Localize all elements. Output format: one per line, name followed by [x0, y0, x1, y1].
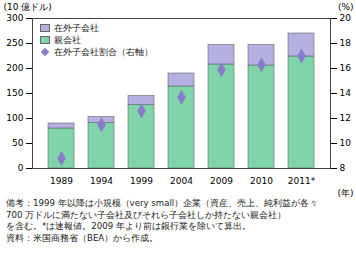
html-text:資料：米国商務省（BEA）から作成。: 資料：米国商務省（BEA）から作成。 [6, 232, 159, 243]
svg-text:(%): (%) [338, 2, 354, 12]
svg-text:200: 200 [6, 63, 23, 73]
svg-text:8: 8 [340, 163, 346, 173]
svg-text:250: 250 [6, 38, 23, 48]
svg-text:(年): (年) [337, 188, 353, 198]
svg-text:14: 14 [340, 88, 352, 98]
svg-text:0: 0 [18, 163, 24, 173]
svg-text:50: 50 [12, 138, 24, 148]
html-text:備考：1999 年以降は小規模（very small）企業（: 備考：1999 年以降は小規模（very small）企業（資産、売上、純利益が… [6, 198, 319, 208]
svg-text:2004: 2004 [170, 176, 193, 186]
svg-text:18: 18 [340, 38, 352, 48]
svg-text:(10 億ドル): (10 億ドル) [4, 2, 52, 12]
svg-text:150: 150 [6, 88, 23, 98]
svg-text:2011*: 2011* [288, 176, 316, 186]
svg-text:1994: 1994 [90, 176, 113, 186]
svg-text:1999: 1999 [130, 176, 153, 186]
svg-text:2010: 2010 [250, 176, 273, 186]
html-text:700 万ドルに満たない子会社及びそれら子会社しか持たない親: 700 万ドルに満たない子会社及びそれら子会社しか持たない親会社） [6, 209, 287, 220]
svg-text:1989: 1989 [50, 176, 73, 186]
svg-text:2009: 2009 [210, 176, 233, 186]
svg-text:16: 16 [340, 63, 352, 73]
html-text:在外子会社: 在外子会社 [54, 23, 99, 33]
svg-text:20: 20 [340, 13, 352, 23]
svg-text:300: 300 [6, 13, 23, 23]
html-text:親会社: 親会社 [54, 35, 81, 45]
html-text:在外子会社割合（右軸）: 在外子会社割合（右軸） [54, 47, 153, 57]
svg-text:100: 100 [6, 113, 23, 123]
html-text:を含む。*は速報値。2009 年より前は銀行業を除いて算出。: を含む。*は速報値。2009 年より前は銀行業を除いて算出。 [6, 221, 251, 231]
svg-text:12: 12 [340, 113, 351, 123]
svg-text:10: 10 [340, 138, 352, 148]
